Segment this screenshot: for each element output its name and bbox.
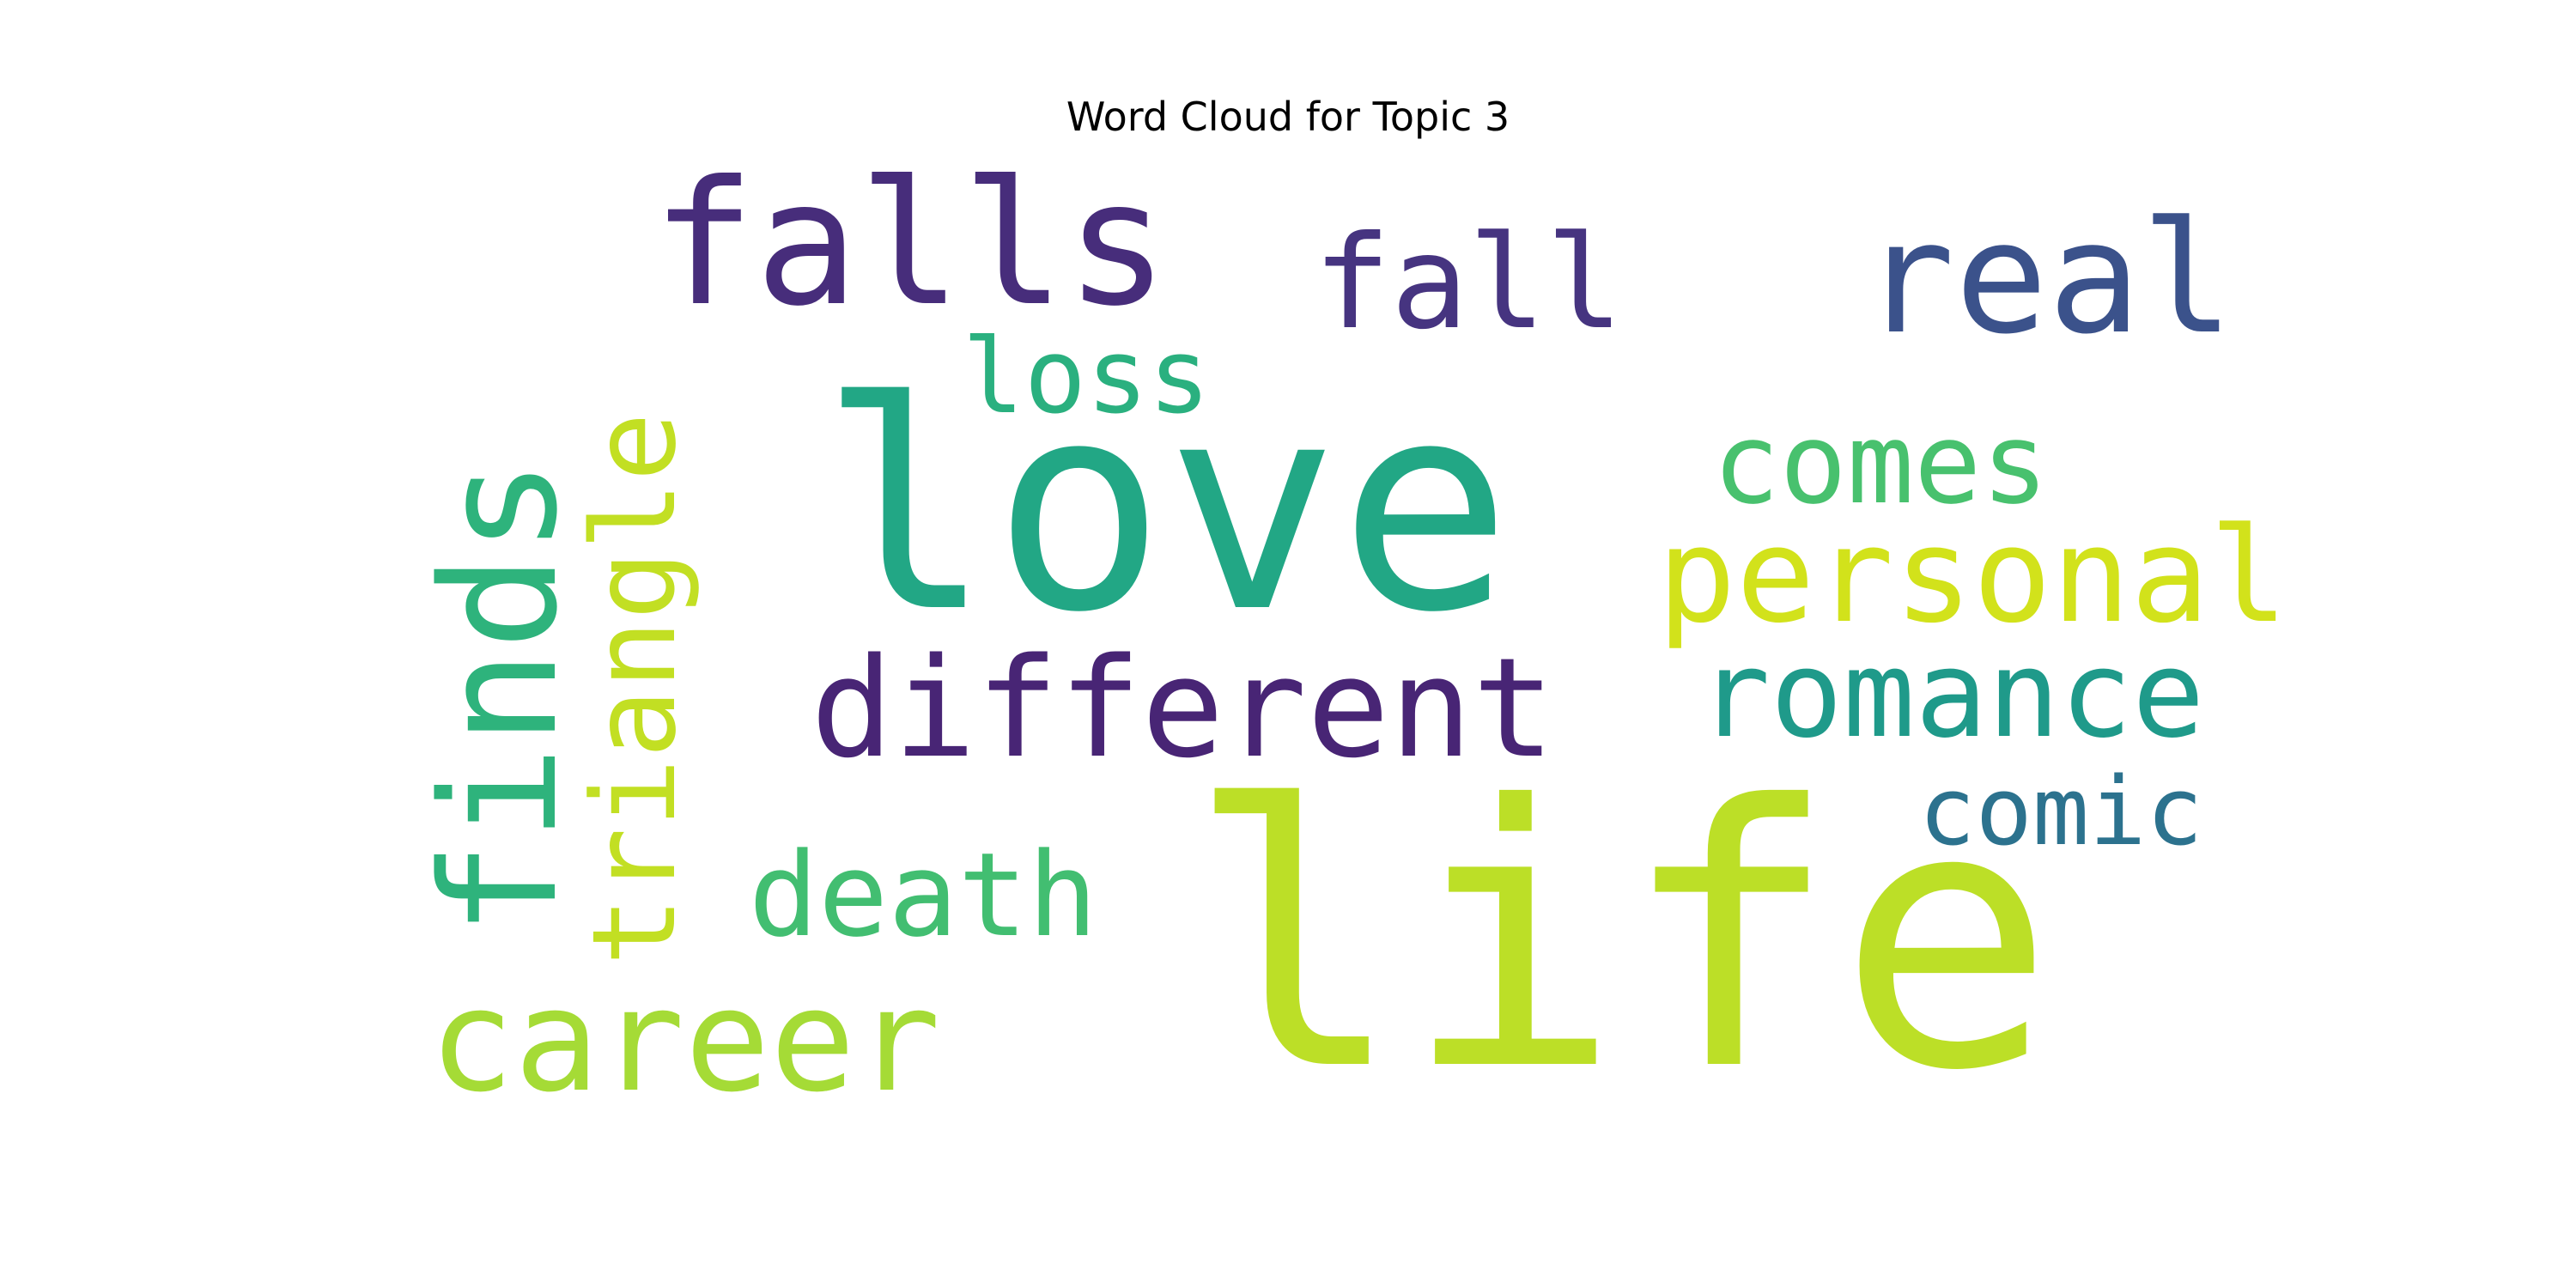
word-different: different <box>811 628 1555 788</box>
word-fall: fall <box>1313 209 1624 358</box>
word-finds: finds <box>407 459 592 937</box>
word-death: death <box>748 828 1098 963</box>
word-comic: comic <box>1918 756 2203 866</box>
word-love: love <box>819 341 1512 676</box>
word-triangle: triangle <box>568 412 702 966</box>
chart-title: Word Cloud for Topic 3 <box>1066 94 1510 140</box>
word-real: real <box>1862 189 2234 368</box>
word-career: career <box>428 958 941 1123</box>
word-life: life <box>1186 730 2056 1150</box>
word-loss: loss <box>962 318 1211 437</box>
word-falls: falls <box>651 144 1170 344</box>
word-romance: romance <box>1698 625 2205 765</box>
word-personal: personal <box>1657 498 2288 652</box>
word-comes: comes <box>1712 398 2049 529</box>
